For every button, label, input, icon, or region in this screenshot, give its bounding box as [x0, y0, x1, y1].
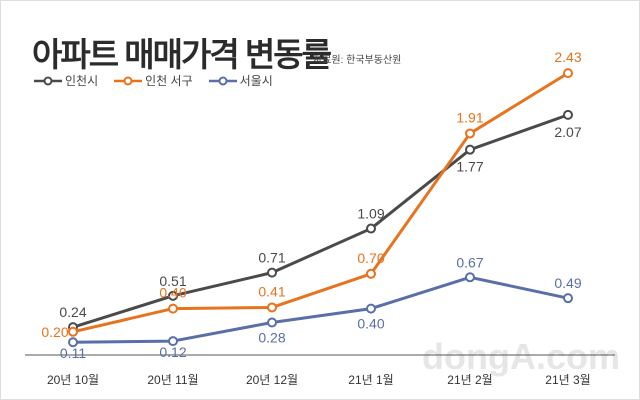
series-line	[72, 113, 569, 329]
data-label: 0.40	[357, 316, 384, 332]
x-tick-label: 20년 11월	[147, 373, 198, 387]
data-point	[563, 293, 573, 304]
x-tick-label: 21년 3월	[545, 373, 590, 387]
data-point	[465, 144, 475, 155]
data-point	[267, 267, 277, 278]
data-label: 0.12	[159, 344, 186, 360]
x-tick-label: 20년 10월	[47, 373, 99, 387]
legend: 인천시 인천 서구 서울시	[34, 72, 273, 89]
data-label: 1.09	[357, 206, 384, 222]
legend-label: 인천시	[65, 74, 99, 88]
data-point	[465, 128, 475, 139]
chart-title: 아파트 매매가격 변동률	[32, 36, 332, 73]
data-point	[465, 272, 475, 283]
data-point	[168, 303, 178, 314]
data-point	[168, 290, 178, 301]
data-label: 0.71	[258, 250, 285, 266]
data-point	[68, 326, 78, 337]
data-label: 0.28	[258, 330, 285, 346]
data-label: 0.11	[60, 345, 86, 361]
series-line	[72, 71, 569, 334]
data-label: 0.49	[554, 275, 581, 291]
legend-marker	[34, 76, 62, 85]
legend-item-incheon: 인천시	[34, 72, 98, 89]
data-point	[267, 317, 277, 328]
legend-marker	[114, 76, 143, 85]
data-point	[68, 337, 78, 348]
data-point	[366, 223, 376, 234]
data-label: 1.77	[456, 159, 483, 175]
legend-item-seogu: 인천 서구	[114, 72, 193, 89]
data-label: 2.07	[554, 124, 581, 140]
data-label: 0.51	[159, 273, 186, 289]
x-tick-label: 21년 2월	[447, 373, 492, 387]
data-point	[563, 68, 573, 79]
data-point	[168, 336, 178, 347]
data-label: 0.24	[59, 304, 86, 320]
legend-label: 인천 서구	[145, 74, 193, 88]
data-label: 0.41	[258, 283, 285, 299]
data-point	[366, 303, 376, 314]
source-note: 자료원: 한국부동산원	[313, 55, 402, 66]
data-label: 0.67	[456, 254, 483, 270]
x-tick-label: 20년 12월	[246, 373, 298, 387]
legend-item-seoul: 서울시	[208, 72, 273, 89]
data-label: 0.70	[357, 250, 384, 266]
x-tick-label: 21년 1월	[348, 373, 393, 387]
data-label: 0.20	[41, 324, 68, 340]
legend-label: 서울시	[239, 74, 273, 88]
legend-marker	[208, 76, 237, 85]
data-label: 2.43	[554, 49, 581, 65]
data-point	[366, 268, 376, 279]
data-label: 0.40	[159, 285, 186, 301]
series-line	[72, 275, 569, 344]
data-point	[267, 302, 277, 313]
data-point	[563, 109, 573, 120]
data-label: 1.91	[456, 109, 483, 125]
watermark: dongA.com	[422, 336, 620, 377]
